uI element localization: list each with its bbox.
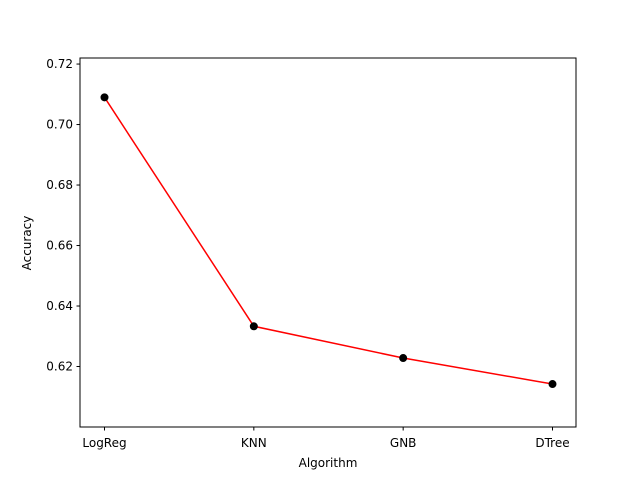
series-markers <box>100 93 557 389</box>
data-point-dtree <box>548 380 557 389</box>
data-point-logreg <box>100 93 109 102</box>
x-axis: LogReg KNN GNB DTree <box>82 427 570 450</box>
x-tick-label: KNN <box>241 436 267 450</box>
x-tick-label: LogReg <box>82 436 126 450</box>
y-tick-label: 0.66 <box>46 239 73 253</box>
data-point-knn <box>249 322 258 331</box>
x-axis-label: Algorithm <box>299 456 358 470</box>
x-tick-label: GNB <box>390 436 417 450</box>
series-line <box>103 96 553 385</box>
x-tick-label: DTree <box>535 436 569 450</box>
y-tick-label: 0.62 <box>46 360 73 374</box>
data-point-gnb <box>399 354 408 363</box>
y-tick-label: 0.68 <box>46 178 73 192</box>
plot-area <box>79 57 577 428</box>
y-tick-label: 0.70 <box>46 118 73 132</box>
y-tick-label: 0.64 <box>46 299 73 313</box>
y-tick-label: 0.72 <box>46 57 73 71</box>
y-axis-label: Accuracy <box>20 216 34 271</box>
y-axis: 0.62 0.64 0.66 0.68 0.70 0.72 <box>46 57 80 374</box>
